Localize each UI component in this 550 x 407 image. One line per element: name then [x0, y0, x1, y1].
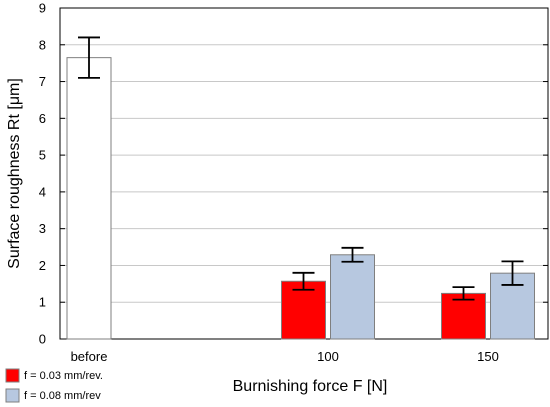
bar: [330, 254, 375, 340]
x-tick-label: 100: [317, 349, 339, 364]
y-tick-label: 3: [39, 221, 46, 236]
x-tick-label: before: [71, 349, 108, 364]
legend-label: f = 0.03 mm/rev.: [24, 370, 103, 382]
x-axis-label: Burnishing force F [N]: [233, 378, 388, 395]
x-tick-label: 150: [477, 349, 499, 364]
legend: f = 0.03 mm/rev. f = 0.08 mm/rev: [5, 368, 103, 403]
y-tick-label: 2: [39, 258, 46, 273]
x-axis-ticks: before 100 150: [71, 349, 499, 364]
y-tick-label: 9: [39, 1, 46, 16]
bar: [66, 57, 112, 340]
y-tick-label: 4: [39, 184, 46, 199]
y-axis-label: Surface roughness Rt [μm]: [6, 78, 23, 269]
y-tick-label: 5: [39, 148, 46, 163]
y-tick-label: 7: [39, 74, 46, 89]
y-tick-label: 6: [39, 111, 46, 126]
y-tick-label: 0: [39, 332, 46, 347]
error-bars: [78, 36, 524, 301]
y-axis-ticks: 0 1 2 3 4 5 6 7 8 9: [39, 1, 548, 347]
legend-swatch: [5, 368, 20, 383]
bars: [66, 57, 535, 340]
y-tick-label: 1: [39, 295, 46, 310]
legend-swatch: [5, 388, 20, 403]
legend-label: f = 0.08 mm/rev: [24, 390, 101, 402]
grid-lines: [60, 44, 548, 303]
y-tick-label: 8: [39, 37, 46, 52]
